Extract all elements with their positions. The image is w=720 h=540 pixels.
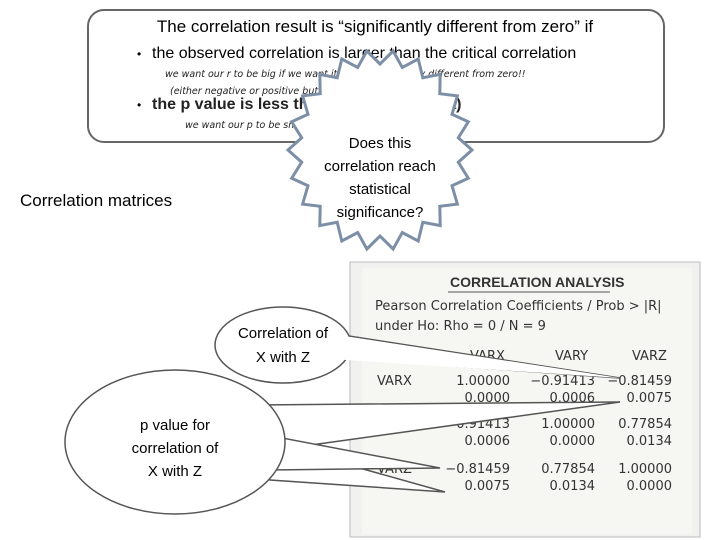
title: The correlation result is “significantly… (157, 17, 593, 36)
burst-text: Does this (349, 135, 412, 152)
cell: 1.00000 (541, 417, 595, 432)
row-header: VARX (377, 374, 412, 389)
note: (either negative or positive but just fa… (170, 86, 435, 97)
cell: 0.0075 (465, 479, 511, 494)
table-subtitle: under Ho: Rho = 0 / N = 9 (375, 319, 546, 334)
callout-text: X with Z (148, 463, 202, 480)
cell: 0.0134 (550, 479, 596, 494)
cell: 0.0000 (627, 479, 673, 494)
cell: 0.0006 (465, 434, 511, 449)
cell: 0.0075 (627, 391, 673, 406)
cell: 0.77854 (541, 462, 595, 477)
cell: −0.81459 (445, 462, 510, 477)
callout-tail-fill (305, 330, 620, 378)
burst-text: significance? (337, 204, 424, 221)
callout-text: Correlation of (238, 325, 329, 342)
note: we want our p to be small!! (185, 120, 316, 131)
bullet: • (137, 98, 141, 112)
cell: 1.00000 (618, 462, 672, 477)
burst-text: correlation reach (324, 158, 436, 175)
callout-text: correlation of (132, 440, 220, 457)
burst-text: statistical (349, 181, 411, 198)
cell: 1.00000 (456, 374, 510, 389)
cell: −0.81459 (607, 374, 672, 389)
starburst (285, 48, 475, 252)
cell: 0.0000 (550, 434, 596, 449)
column-header: VARZ (632, 349, 667, 364)
callout-text: p value for (140, 417, 210, 434)
bullet: • (137, 47, 141, 61)
column-header: VARY (555, 349, 588, 364)
callout (64, 369, 286, 515)
cell: 0.0134 (627, 434, 673, 449)
section-label: Correlation matrices (20, 191, 172, 210)
table-subtitle: Pearson Correlation Coefficients / Prob … (375, 299, 662, 314)
cell: 0.77854 (618, 417, 672, 432)
cell: −0.91413 (530, 374, 595, 389)
callout-text: X with Z (256, 349, 310, 366)
table-title: CORRELATION ANALYSIS (450, 274, 625, 290)
